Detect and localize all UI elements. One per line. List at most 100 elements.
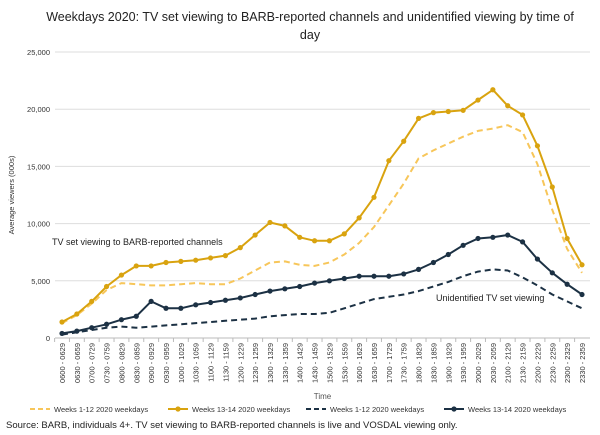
data-point: [311, 238, 318, 244]
legend-marker: [175, 406, 181, 412]
legend-label: Weeks 13-14 2020 weekdays: [192, 405, 291, 414]
x-tick-label: 1700 - 1729: [385, 343, 394, 383]
x-tick-label: 1500 - 1529: [325, 343, 334, 383]
data-point: [534, 256, 541, 262]
data-point: [326, 238, 333, 244]
data-point: [193, 302, 199, 308]
data-point: [549, 184, 555, 190]
data-point: [103, 321, 110, 327]
chart-title: Weekdays 2020: TV set viewing to BARB-re…: [46, 10, 574, 42]
x-tick-label: 0930 - 0959: [162, 343, 171, 383]
data-point: [237, 245, 243, 251]
data-point: [519, 239, 526, 245]
data-point: [490, 234, 496, 240]
y-tick-label: 5,000: [31, 277, 50, 286]
data-point: [193, 257, 199, 263]
x-tick-label: 1130 - 1159: [221, 343, 230, 382]
x-tick-label: 1730 - 1759: [400, 343, 409, 383]
data-point: [207, 255, 214, 261]
x-tick-label: 1400 - 1429: [296, 343, 305, 383]
x-tick-label: 1030 - 1059: [192, 343, 201, 383]
x-tick-label: 1430 - 1459: [311, 343, 320, 383]
data-point: [118, 317, 125, 323]
data-point: [297, 234, 303, 240]
data-point: [564, 235, 570, 242]
x-tick-label: 2030 - 2059: [489, 343, 498, 383]
data-point: [371, 273, 377, 279]
x-tick-label: 1300 - 1329: [266, 343, 275, 383]
data-point: [267, 288, 273, 294]
x-tick-label: 2130 - 2159: [519, 343, 528, 383]
data-point: [475, 97, 481, 103]
data-point: [386, 158, 392, 164]
data-point: [118, 272, 125, 278]
data-point: [505, 232, 511, 238]
legend-marker: [451, 406, 457, 412]
data-point: [534, 143, 541, 149]
x-tick-label: 1900 - 1929: [444, 343, 453, 383]
data-point: [326, 278, 333, 284]
data-point: [252, 232, 258, 238]
data-point: [237, 295, 243, 301]
data-point: [371, 194, 377, 200]
data-point: [282, 223, 288, 229]
annotation-unidentified: Unidentified TV set viewing: [436, 293, 544, 303]
x-tick-label: 0730 - 0759: [103, 343, 112, 383]
data-point: [148, 298, 154, 304]
data-point: [475, 235, 481, 242]
x-tick-label: 0630 - 0659: [73, 343, 82, 383]
x-tick-label: 2000 - 2029: [474, 343, 483, 383]
x-tick-label: 2300 - 2329: [563, 343, 572, 383]
x-tick-label: 1600 - 1629: [355, 343, 364, 383]
x-tick-label: 1230 - 1259: [251, 343, 260, 383]
x-tick-label: 1930 - 1959: [459, 343, 468, 383]
x-tick-label: 0900 - 0929: [147, 343, 156, 383]
data-point: [222, 253, 229, 259]
data-point: [252, 291, 258, 298]
y-tick-label: 25,000: [27, 48, 50, 57]
data-point: [356, 273, 362, 279]
x-tick-label: 2230 - 2259: [548, 343, 557, 383]
x-tick-label: 1530 - 1559: [340, 343, 349, 383]
data-point: [460, 242, 466, 248]
data-point: [430, 110, 437, 116]
data-point: [490, 87, 496, 93]
data-point: [282, 286, 288, 292]
data-point: [74, 328, 80, 334]
data-point: [415, 115, 422, 121]
data-point: [549, 270, 555, 276]
legend-label: Weeks 13-14 2020 weekdays: [468, 405, 567, 414]
data-point: [430, 259, 437, 266]
data-point: [163, 305, 169, 311]
data-point: [74, 311, 80, 317]
data-point: [59, 330, 65, 337]
x-tick-label: 0830 - 0859: [132, 343, 141, 383]
legend-label: Weeks 1-12 2020 weekdays: [330, 405, 424, 414]
data-point: [207, 299, 214, 306]
data-point: [341, 275, 347, 282]
data-point: [415, 266, 422, 272]
y-tick-label: 0: [46, 334, 50, 343]
annotation-barb: TV set viewing to BARB-reported channels: [52, 237, 223, 247]
x-tick-label: 1330 - 1359: [281, 343, 290, 383]
y-axis-label: Average viewers (000s): [7, 155, 16, 234]
data-point: [133, 263, 139, 269]
data-point: [401, 138, 407, 144]
data-point: [267, 219, 273, 226]
data-point: [89, 325, 95, 331]
x-tick-label: 2330 - 2359: [578, 343, 587, 383]
y-tick-label: 20,000: [27, 105, 50, 114]
x-tick-label: 1630 - 1659: [370, 343, 379, 383]
x-tick-label: 0600 - 0629: [58, 343, 67, 383]
data-point: [445, 251, 451, 258]
data-point: [148, 263, 154, 269]
data-point: [564, 281, 570, 287]
data-point: [163, 259, 169, 266]
data-point: [386, 273, 392, 279]
x-axis-label: Time: [314, 392, 332, 401]
data-point: [89, 298, 95, 304]
data-point: [311, 280, 318, 286]
data-point: [103, 283, 110, 290]
series-line: [61, 268, 583, 336]
